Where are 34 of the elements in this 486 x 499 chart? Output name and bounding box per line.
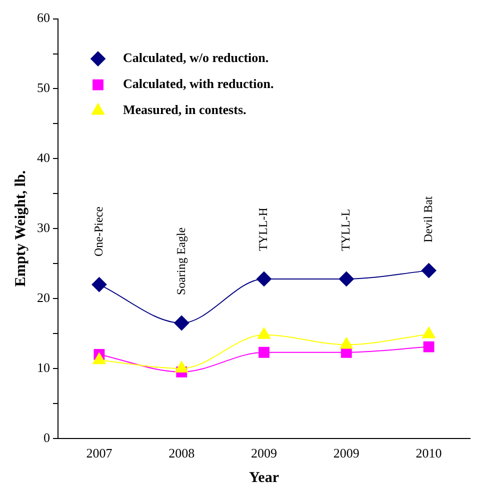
legend-label: Calculated, with reduction. (123, 76, 274, 92)
point (423, 341, 434, 352)
point (340, 337, 353, 349)
annotation: Devil Bat (420, 196, 435, 243)
annotation: TYLL-H (256, 207, 270, 251)
legend-label: Measured, in contests. (123, 102, 246, 118)
y-tick-label: 40 (37, 150, 50, 166)
point (421, 263, 436, 278)
point (338, 271, 354, 286)
x-tick-label: 2009 (251, 446, 277, 461)
x-tick-label: 2008 (168, 446, 195, 461)
point (174, 316, 190, 331)
x-tick-label: 2010 (416, 446, 442, 461)
annotation: Soaring Eagle (174, 227, 188, 296)
point (422, 326, 436, 338)
point (92, 352, 106, 364)
x-tick-label: 2007 (86, 446, 113, 461)
y-tick-label: 10 (37, 360, 50, 375)
y-tick-label: 30 (37, 220, 50, 236)
x-axis-title: Year (249, 470, 280, 486)
point (92, 277, 107, 292)
annotation: TYLL-L (338, 208, 353, 251)
x-tick-label: 2009 (333, 446, 360, 461)
legend-label: Calculated, w/o reduction. (123, 50, 269, 66)
point (175, 360, 188, 372)
point (257, 327, 271, 339)
y-tick-label: 50 (37, 80, 50, 96)
y-axis-title: Empty Weight, lb. (12, 170, 29, 287)
annotation: One-Piece (91, 206, 106, 257)
y-tick-label: 60 (37, 10, 50, 26)
y-tick-label: 20 (37, 290, 50, 305)
point (258, 346, 270, 358)
y-tick-label: 0 (44, 430, 50, 445)
point (256, 271, 272, 286)
